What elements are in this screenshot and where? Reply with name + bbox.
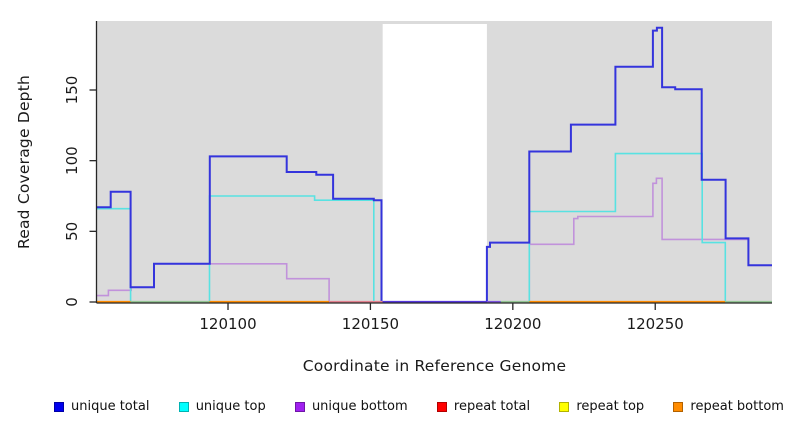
legend-item-unique-bottom: unique bottom bbox=[294, 399, 408, 414]
legend-label: unique bottom bbox=[311, 399, 408, 414]
y-tick-label: 50 bbox=[63, 222, 81, 241]
legend-item-unique-top: unique top bbox=[178, 399, 266, 414]
x-tick-label: 120200 bbox=[484, 315, 541, 333]
y-tick-label: 100 bbox=[63, 146, 81, 175]
x-axis-label: Coordinate in Reference Genome bbox=[302, 357, 567, 375]
x-tick-label: 120100 bbox=[199, 315, 256, 333]
legend-item-repeat-total: repeat total bbox=[436, 399, 531, 414]
legend-item-repeat-bottom: repeat bottom bbox=[673, 399, 784, 414]
legend-label: repeat top bbox=[576, 399, 645, 414]
repeat-total-swatch-icon bbox=[436, 401, 447, 412]
repeat-top-swatch-icon bbox=[559, 401, 570, 412]
legend-item-unique-total: unique total bbox=[54, 399, 149, 414]
legend-label: unique top bbox=[195, 399, 266, 414]
unique-bottom-swatch-icon bbox=[294, 401, 305, 412]
repeat-bottom-swatch-icon bbox=[673, 401, 684, 412]
legend-label: repeat total bbox=[453, 399, 531, 414]
x-tick-label: 120250 bbox=[627, 315, 684, 333]
legend: unique total unique top unique bottom re… bbox=[0, 399, 792, 414]
legend-label: repeat bottom bbox=[690, 399, 784, 414]
legend-item-repeat-top: repeat top bbox=[559, 399, 644, 414]
legend-label: unique total bbox=[71, 399, 150, 414]
unique-total-swatch-icon bbox=[54, 401, 64, 412]
y-tick-label: 0 bbox=[63, 297, 81, 307]
masked-region bbox=[382, 24, 487, 303]
y-tick-label: 150 bbox=[63, 76, 81, 105]
y-axis-label: Read Coverage Depth bbox=[15, 74, 33, 250]
x-tick-label: 120150 bbox=[342, 315, 399, 333]
series-unique-total bbox=[97, 26, 772, 303]
unique-top-swatch-icon bbox=[178, 401, 189, 412]
